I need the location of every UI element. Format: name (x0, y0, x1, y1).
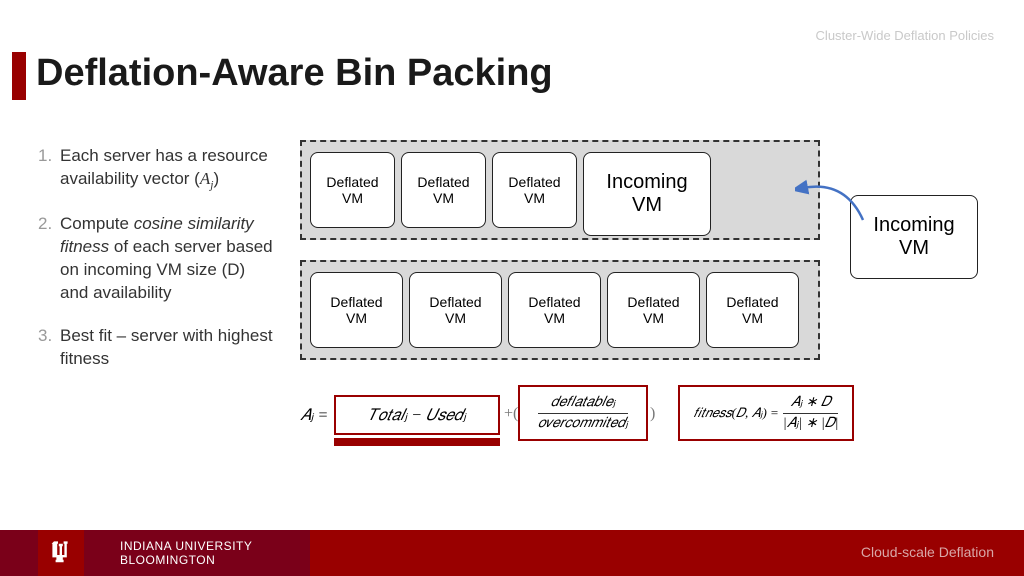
formula-box-availability: 𝑇𝑜𝑡𝑎𝑙ⱼ − 𝑈𝑠𝑒𝑑ⱼ (334, 395, 500, 435)
title-accent-bar (12, 52, 26, 100)
vm-box: DeflatedVM (508, 272, 601, 348)
formula-box-deflatable: 𝑑𝑒𝑓𝑙𝑎𝑡𝑎𝑏𝑙𝑒ⱼ 𝑜𝑣𝑒𝑟𝑐𝑜𝑚𝑚𝑖𝑡𝑒𝑑ⱼ (518, 385, 648, 441)
iu-logo-icon (50, 539, 72, 567)
slide-title: Deflation-Aware Bin Packing (36, 52, 553, 95)
list-number: 2. (38, 213, 60, 305)
list-number: 1. (38, 145, 60, 193)
footer-dark-section: INDIANA UNIVERSITY BLOOMINGTON (0, 530, 310, 576)
formula-box-fitness: 𝑓𝑖𝑡𝑛𝑒𝑠𝑠(𝐷, 𝐴ⱼ) = 𝐴ⱼ ∗ 𝐷 |𝐴ⱼ| ∗ |𝐷| (678, 385, 854, 441)
list-text: Compute cosine similarity fitness of eac… (60, 213, 273, 305)
list-item: 2. Compute cosine similarity fitness of … (38, 213, 273, 305)
vm-box: DeflatedVM (706, 272, 799, 348)
vm-box: DeflatedVM (492, 152, 577, 228)
footer-bar: INDIANA UNIVERSITY BLOOMINGTON Cloud-sca… (0, 530, 1024, 576)
arrow-icon (795, 170, 875, 260)
list-text: Best fit – server with highest fitness (60, 325, 273, 371)
list-item: 3. Best fit – server with highest fitnes… (38, 325, 273, 371)
vm-box: DeflatedVM (401, 152, 486, 228)
footer-subtitle: Cloud-scale Deflation (861, 544, 994, 560)
vm-box: DeflatedVM (310, 272, 403, 348)
section-tag: Cluster-Wide Deflation Policies (816, 28, 994, 43)
server-1-container: DeflatedVM DeflatedVM DeflatedVM Incomin… (300, 140, 820, 240)
iu-logo-block (38, 530, 84, 576)
paren-right: ) (650, 405, 655, 423)
server-2-container: DeflatedVM DeflatedVM DeflatedVM Deflate… (300, 260, 820, 360)
list-item: 1. Each server has a resource availabili… (38, 145, 273, 193)
plus-sign: + (504, 405, 513, 423)
list-number: 3. (38, 325, 60, 371)
incoming-vm-box: IncomingVM (583, 152, 711, 236)
formula-aj-lhs: 𝐴ⱼ = (300, 405, 328, 425)
vm-box: DeflatedVM (607, 272, 700, 348)
list-text: Each server has a resource availability … (60, 145, 273, 193)
formula-underline (334, 438, 500, 446)
vm-box: DeflatedVM (409, 272, 502, 348)
bullet-list: 1. Each server has a resource availabili… (38, 145, 273, 391)
footer-org: INDIANA UNIVERSITY BLOOMINGTON (120, 539, 310, 567)
vm-box: DeflatedVM (310, 152, 395, 228)
formula-row: 𝐴ⱼ = 𝑇𝑜𝑡𝑎𝑙ⱼ − 𝑈𝑠𝑒𝑑ⱼ + ( 𝑑𝑒𝑓𝑙𝑎𝑡𝑎𝑏𝑙𝑒ⱼ 𝑜𝑣𝑒𝑟… (300, 385, 860, 459)
